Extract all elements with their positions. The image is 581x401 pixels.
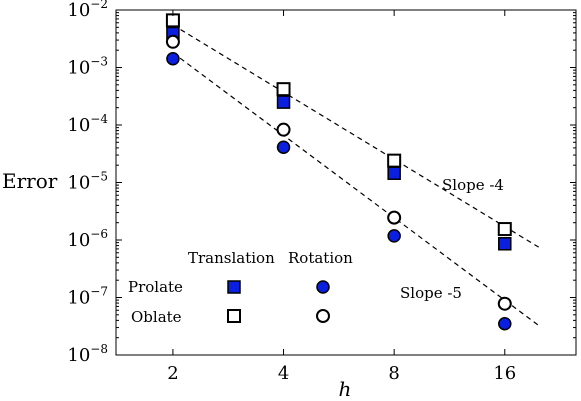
slope-4-label: Slope -4 — [442, 176, 504, 194]
y-tick-labels: 10−8 10−7 10−6 10−5 10−4 10−3 10−2 — [67, 0, 108, 366]
oblate-translation-point — [387, 153, 402, 168]
oblate-rotation-point — [276, 122, 291, 137]
reference-line-slope-5 — [172, 52, 541, 328]
y-tick-label: 10−3 — [67, 55, 108, 79]
oblate-rotation-point — [387, 210, 402, 225]
legend-row-prolate: Prolate — [128, 278, 183, 296]
prolate-rotation-point — [387, 229, 401, 243]
oblate-translation-point — [165, 13, 180, 28]
legend-prolate-translation-marker — [227, 280, 241, 294]
prolate-rotation-point — [276, 140, 291, 155]
x-tick-label: 4 — [278, 363, 289, 384]
prolate-translation-point — [276, 95, 291, 109]
prolate-rotation-point — [166, 51, 180, 66]
y-tick-label: 10−5 — [67, 170, 108, 194]
legend-prolate-rotation-marker — [316, 280, 330, 294]
x-tick-label: 2 — [167, 363, 178, 384]
prolate-rotation-point — [498, 316, 512, 331]
legend-oblate-rotation-marker — [316, 309, 330, 323]
x-tick-labels: 2 4 8 16 — [167, 363, 516, 384]
oblate-rotation-point — [165, 34, 180, 49]
x-tick-label: 8 — [388, 363, 399, 384]
oblate-translation-point — [276, 82, 291, 97]
y-tick-label: 10−8 — [67, 342, 108, 366]
prolate-translation-point — [387, 166, 401, 180]
data-markers — [165, 13, 512, 331]
legend: Translation Rotation Prolate Oblate — [128, 249, 353, 326]
x-tick-label: 16 — [493, 363, 516, 384]
legend-row-oblate: Oblate — [131, 308, 182, 326]
slope-5-label: Slope -5 — [400, 284, 462, 302]
y-tick-label: 10−6 — [67, 227, 108, 251]
oblate-translation-point — [497, 222, 512, 237]
axis-ticks — [116, 9, 576, 356]
reference-lines — [172, 24, 541, 328]
y-axis-title: Error — [2, 169, 58, 193]
y-tick-label: 10−4 — [67, 112, 108, 136]
reference-line-slope-4 — [172, 24, 541, 249]
prolate-translation-point — [498, 237, 512, 251]
legend-column-translation: Translation — [188, 249, 275, 267]
y-tick-label: 10−7 — [67, 285, 108, 309]
legend-column-rotation: Rotation — [288, 249, 353, 267]
oblate-rotation-point — [497, 296, 512, 311]
legend-oblate-translation-marker — [227, 309, 241, 323]
x-axis-title: h — [339, 377, 352, 401]
y-tick-label: 10−2 — [67, 0, 108, 21]
